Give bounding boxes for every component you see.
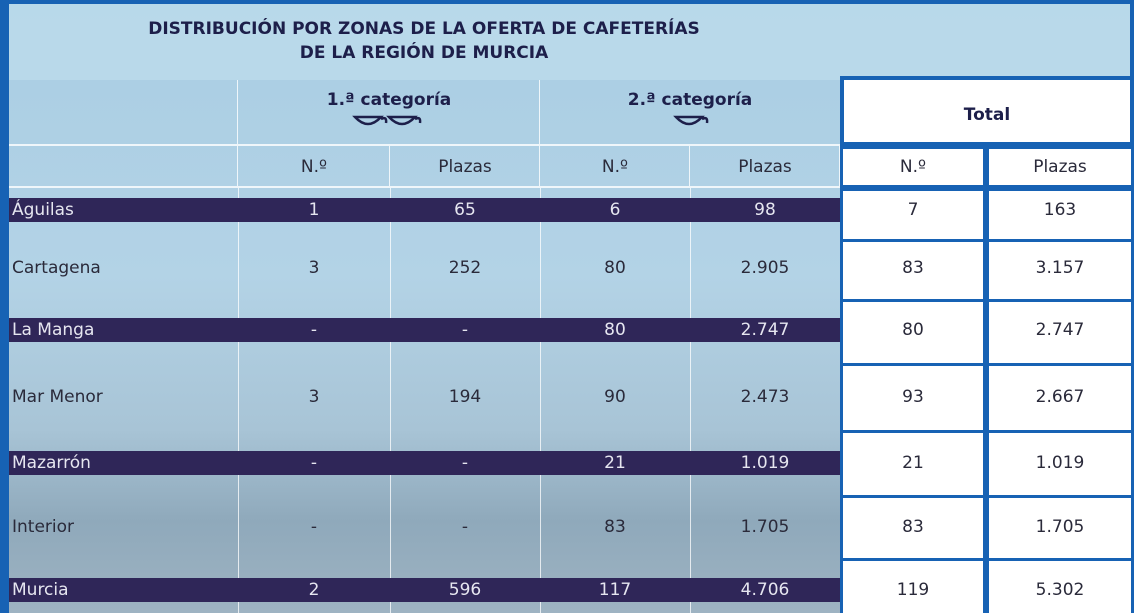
subheader: N.º <box>300 157 328 177</box>
left-border <box>0 0 9 613</box>
cell: 194 <box>448 387 482 407</box>
cell: 93 <box>902 387 924 407</box>
subheader-cell <box>690 146 840 188</box>
title-line: DISTRIBUCIÓN POR ZONAS DE LA OFERTA DE C… <box>148 19 700 39</box>
subheader: N.º <box>601 157 629 177</box>
row-label: Interior <box>12 517 75 537</box>
header-cell <box>540 80 840 146</box>
total-cell <box>840 430 986 498</box>
cell: 119 <box>896 580 930 600</box>
cell: - <box>310 517 318 537</box>
cell: 83 <box>902 258 924 278</box>
column-line <box>238 188 239 613</box>
cell: 21 <box>604 453 626 473</box>
subheader-cell <box>840 146 986 188</box>
cell: 80 <box>604 320 626 340</box>
total-header <box>840 76 1134 146</box>
header-cell <box>238 80 540 146</box>
row-band <box>9 318 840 342</box>
cell: 252 <box>448 258 482 278</box>
cell: 21 <box>902 453 924 473</box>
cell: 1.705 <box>1035 517 1085 537</box>
subheader-cell <box>540 146 690 188</box>
subheader: Plazas <box>1033 157 1087 177</box>
cell: 3 <box>308 258 320 278</box>
row-band <box>9 198 840 222</box>
subheader-cell <box>390 146 540 188</box>
row-label: Águilas <box>12 200 74 220</box>
cell: 1.705 <box>740 517 790 537</box>
group-header: Total <box>963 105 1011 125</box>
cell: 117 <box>598 580 632 600</box>
cell: 7 <box>907 200 919 220</box>
total-cell <box>840 558 986 613</box>
title-line: DE LA REGIÓN DE MURCIA <box>299 43 549 63</box>
cell: 2.905 <box>740 258 790 278</box>
cell: - <box>461 517 469 537</box>
title-band <box>9 0 1134 80</box>
cell: 1.019 <box>740 453 790 473</box>
cell: - <box>310 453 318 473</box>
cell: - <box>461 453 469 473</box>
subheader: Plazas <box>438 157 492 177</box>
cell: 2.747 <box>1035 320 1085 340</box>
subheader-cell <box>238 146 390 188</box>
cell: 98 <box>754 200 776 220</box>
row-label: Murcia <box>12 580 69 600</box>
group-header: 2.ª categoría <box>627 90 753 110</box>
cell: 83 <box>604 517 626 537</box>
row-band <box>9 578 840 602</box>
column-line <box>390 188 391 613</box>
cell: 6 <box>609 200 621 220</box>
cell: 4.706 <box>740 580 790 600</box>
subheader: N.º <box>899 157 927 177</box>
header-cell <box>9 80 238 146</box>
total-cell <box>840 495 986 561</box>
cell: 1 <box>308 200 320 220</box>
cell: 163 <box>1043 200 1077 220</box>
cell: - <box>310 320 318 340</box>
cell: 80 <box>604 258 626 278</box>
cell: 5.302 <box>1035 580 1085 600</box>
subheader-cell <box>9 146 238 188</box>
row-label: Cartagena <box>12 258 101 278</box>
cell: - <box>461 320 469 340</box>
subheader: Plazas <box>738 157 792 177</box>
row-label: La Manga <box>12 320 95 340</box>
cell: 90 <box>604 387 626 407</box>
cell: 2.667 <box>1035 387 1085 407</box>
column-line <box>690 188 691 613</box>
group-header: 1.ª categoría <box>326 90 452 110</box>
cell: 83 <box>902 517 924 537</box>
row-label: Mazarrón <box>12 453 91 473</box>
cell: 65 <box>454 200 476 220</box>
cell: 2.473 <box>740 387 790 407</box>
cell: 2.747 <box>740 320 790 340</box>
cell: 3.157 <box>1035 258 1085 278</box>
cell: 3 <box>308 387 320 407</box>
subheader-cell <box>986 146 1134 188</box>
cell: 80 <box>902 320 924 340</box>
row-label: Mar Menor <box>12 387 103 407</box>
column-line <box>540 188 541 613</box>
row-band <box>9 451 840 475</box>
total-cell <box>986 558 1134 613</box>
cell: 596 <box>448 580 482 600</box>
cell: 2 <box>308 580 320 600</box>
cup-icons <box>352 115 709 126</box>
cell: 1.019 <box>1035 453 1085 473</box>
